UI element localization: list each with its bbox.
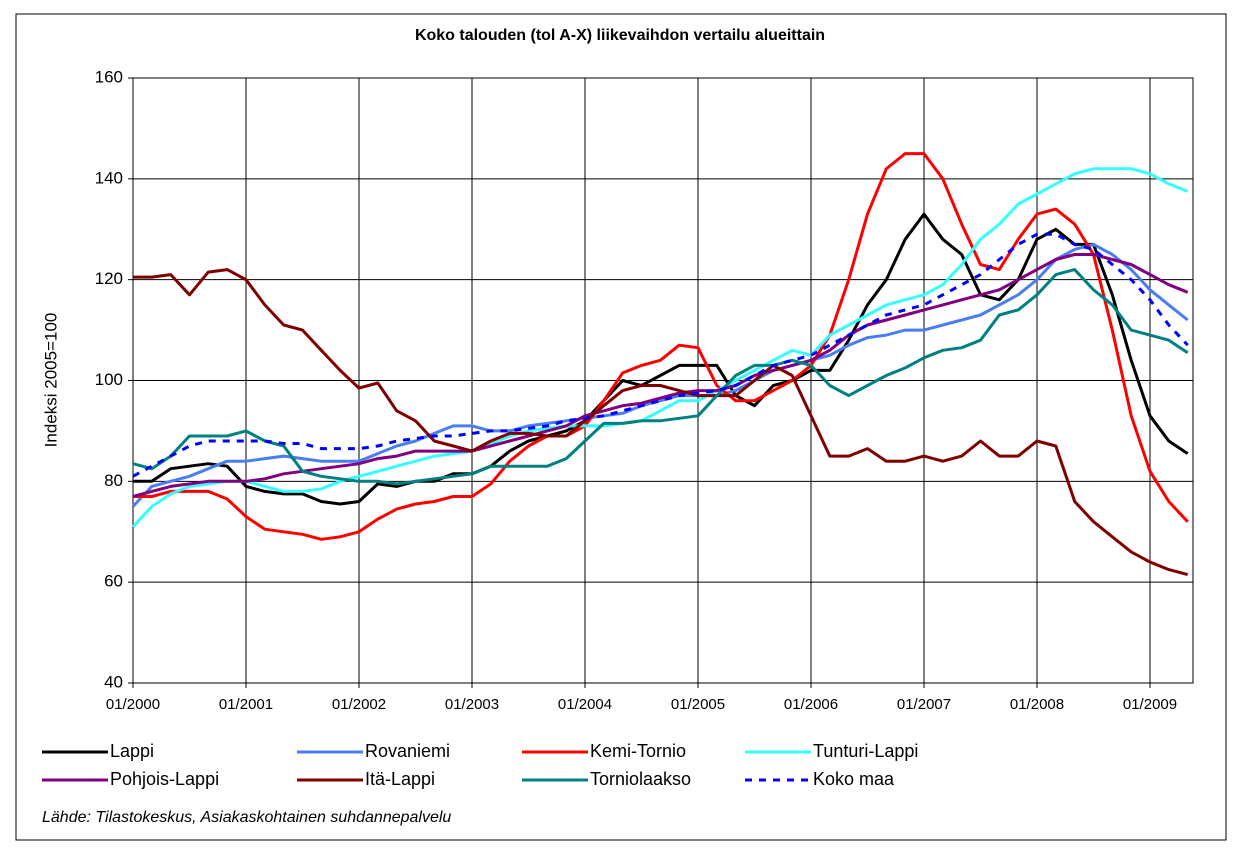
x-tick-label: 01/2005 (671, 696, 725, 713)
y-tick-label: 140 (95, 168, 123, 187)
series-line (133, 268, 1189, 577)
x-tick-label: 01/2008 (1010, 696, 1064, 713)
series-line (132, 268, 1189, 486)
x-tick-label: 01/2007 (897, 696, 951, 713)
x-tick-label: 01/2004 (558, 696, 612, 713)
legend-label: Koko maa (813, 769, 895, 789)
series-line (132, 232, 1189, 478)
y-tick-label: 60 (104, 572, 123, 591)
y-tick-label: 80 (104, 471, 123, 490)
source-note: Lähde: Tilastokeskus, Asiakaskohtainen s… (42, 809, 451, 826)
series-line (133, 212, 1189, 506)
legend-label: Lappi (110, 741, 154, 761)
x-tick-label: 01/2002 (332, 696, 386, 713)
series-line (132, 253, 1189, 498)
legend-label: Kemi-Tornio (590, 741, 686, 761)
y-tick-label: 120 (95, 269, 123, 288)
chart-title: Koko talouden (tol A-X) liikevaihdon ver… (415, 27, 825, 44)
x-tick-label: 01/2000 (106, 696, 160, 713)
y-tick-label: 100 (95, 370, 123, 389)
legend-label: Rovaniemi (365, 741, 450, 761)
legend-label: Torniolaakso (590, 769, 691, 789)
x-tick-label: 01/2001 (219, 696, 273, 713)
legend-label: Itä-Lappi (365, 769, 435, 789)
legend-label: Pohjois-Lappi (110, 769, 219, 789)
x-tick-label: 01/2006 (784, 696, 838, 713)
series-line (131, 242, 1189, 508)
y-axis-label: Indeksi 2005=100 (41, 313, 60, 448)
y-tick-label: 40 (104, 672, 123, 691)
y-tick-label: 160 (95, 67, 123, 86)
x-tick-label: 01/2003 (445, 696, 499, 713)
series-line (131, 167, 1189, 528)
x-tick-label: 01/2009 (1123, 696, 1177, 713)
legend-label: Tunturi-Lappi (813, 741, 918, 761)
